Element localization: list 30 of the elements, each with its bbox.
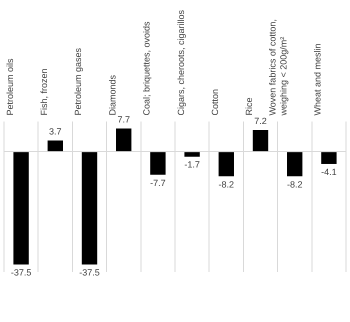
data-label: 7.7 [117,114,130,124]
data-label: -37.5 [10,267,32,278]
bar [218,152,234,176]
x-tick-label: Cotton [210,89,220,116]
x-tick-label: Wheat and meslin [312,43,323,116]
data-label: -7.7 [150,178,166,188]
x-tick-label: Rice [244,98,254,116]
data-label: -4.1 [321,166,337,177]
x-tick-label: Fish, frozen [38,68,49,116]
bar [116,128,132,152]
data-label: -8.2 [286,179,302,190]
data-label: -8.2 [218,179,234,190]
bar [184,152,200,157]
x-tick-label: Petroleum oils [4,58,15,116]
data-label: 3.7 [49,126,62,136]
data-label: -1.7 [184,160,200,170]
x-tick-label: Woven fabrics of cotton, weighing < 200g/m² [268,19,288,117]
data-label: -37.5 [79,267,100,278]
data-label: 7.2 [254,116,267,126]
x-tick-label: Coal; briquettes, ovoids [142,20,152,116]
bar [287,152,302,176]
x-tick-label: Petroleum gases [73,48,84,116]
bar [48,140,63,152]
bar [13,152,29,264]
bar [321,152,337,164]
bar [82,152,98,264]
bar [252,130,268,152]
x-tick-label: Cigars, cheroots, cigarillos [176,10,186,116]
x-tick-label: Diamonds [107,74,118,116]
bar [150,152,166,175]
